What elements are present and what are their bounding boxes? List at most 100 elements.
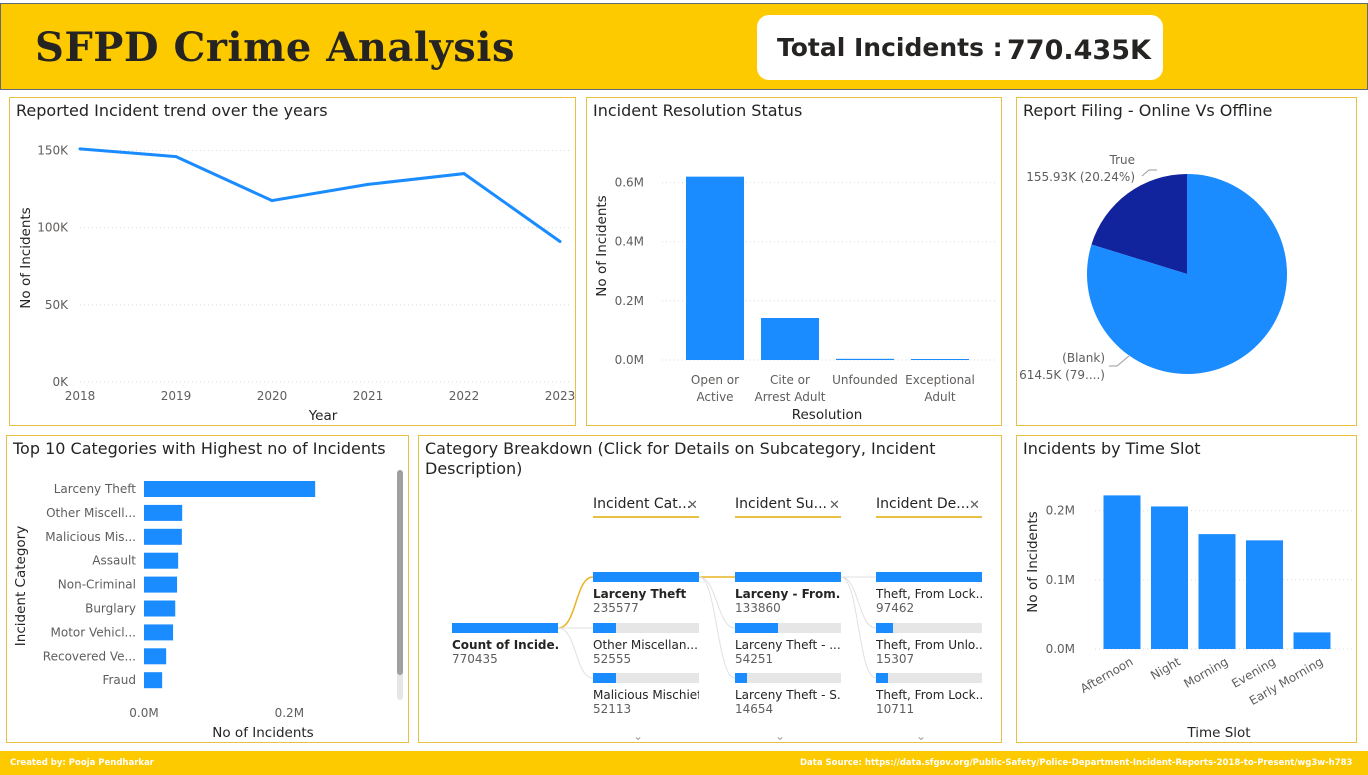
y-tick-label: Motor Vehicl... [51, 625, 136, 639]
top-categories-scrollbar[interactable] [397, 470, 403, 700]
decomposition-links [557, 576, 877, 679]
x-tick-label: 2019 [161, 389, 192, 403]
leader-line [1109, 355, 1130, 367]
resolution-chart[interactable]: 0.0M 0.2M 0.4M 0.6M Open or Active Cite or Arre… [587, 98, 1003, 427]
category-breakdown-panel[interactable]: Category Breakdown (Click for Details on… [418, 435, 1002, 743]
decomp-node-label: Larceny Theft [593, 587, 687, 601]
decomp-header-category[interactable]: Incident Cat... [593, 496, 699, 518]
x-tick-label: Exceptional [905, 373, 975, 387]
close-icon[interactable]: ✕ [829, 498, 840, 513]
trend-chart-title: Reported Incident trend over the years [16, 101, 328, 120]
bar [1103, 495, 1141, 649]
decomp-node[interactable]: Larceny - From... 133860 [735, 572, 841, 615]
x-tick-label: 2018 [65, 389, 96, 403]
decomp-node-value: 15307 [876, 652, 915, 666]
decomp-root-node[interactable]: Count of Incide... 770435 [452, 623, 558, 666]
decomp-node[interactable]: Larceny Theft 235577 [593, 572, 699, 615]
trend-point [366, 182, 370, 186]
close-icon[interactable]: ✕ [969, 498, 980, 513]
leader-line [1141, 169, 1157, 177]
decomp-header-description[interactable]: Incident De... [876, 496, 982, 518]
y-tick-label: Larceny Theft [54, 482, 137, 496]
decomp-node[interactable]: Larceny Theft - S... 14654 [735, 673, 841, 716]
bar [144, 624, 174, 641]
y-tick-label: 0.1M [1046, 573, 1075, 587]
x-tick-label: Unfounded [832, 373, 898, 387]
decomp-root-value: 770435 [452, 652, 498, 666]
decomp-node[interactable]: Malicious Mischief 52113 [593, 673, 699, 716]
decomp-node-value: 54251 [735, 652, 774, 666]
bar [836, 358, 894, 360]
y-tick-label: 0.4M [615, 235, 644, 249]
y-tick-label: Other Miscell... [46, 506, 136, 520]
bar [144, 552, 179, 569]
x-axis-title: No of Incidents [212, 725, 313, 741]
scrollbar-thumb[interactable] [397, 470, 403, 675]
trend-chart[interactable]: 0K 50K 100K 150K 2018 2019 2020 2021 2022 2023 Yea… [10, 98, 577, 427]
y-tick-label: 0K [52, 375, 69, 389]
top-categories-panel[interactable]: Top 10 Categories with Highest no of Inc… [6, 435, 409, 743]
bar [144, 576, 178, 593]
trend-point [558, 240, 562, 244]
category-breakdown-title: Category Breakdown (Click for Details on… [425, 439, 936, 478]
header-banner: SFPD Crime Analysis Total Incidents : 77… [0, 3, 1368, 90]
x-tick-label: 0.2M [275, 706, 304, 720]
decomp-node-value: 133860 [735, 601, 781, 615]
x-tick-label: Afternoon [1078, 654, 1136, 695]
bar [144, 504, 183, 521]
x-tick-label: Cite or [770, 373, 810, 387]
decomp-node-value: 52555 [593, 652, 632, 666]
bar [144, 648, 167, 665]
footer-source[interactable]: Data Source: https://data.sfgov.org/Publ… [800, 758, 1353, 768]
trend-chart-panel[interactable]: Reported Incident trend over the years 0… [9, 97, 576, 426]
decomp-node[interactable]: Other Miscellan... 52555 [593, 623, 699, 666]
y-tick-label: 100K [37, 221, 69, 235]
decomp-node-label: Larceny Theft - ... [735, 638, 841, 652]
bar [686, 176, 744, 360]
bar [144, 672, 163, 689]
chevron-down-icon[interactable]: ⌄ [633, 729, 644, 743]
x-tick-label: 2021 [353, 389, 384, 403]
x-tick-label: 2022 [449, 389, 480, 403]
y-axis-title: No of Incidents [594, 195, 610, 296]
total-incidents-card: Total Incidents : 770.435K [757, 15, 1163, 80]
bar [911, 359, 969, 360]
x-axis-title: Year [308, 408, 338, 424]
y-tick-label: 50K [45, 298, 69, 312]
bar [1293, 632, 1331, 649]
x-axis-title: Resolution [792, 407, 863, 423]
filing-pie-chart[interactable]: True 155.93K (20.24%) (Blank) 614.5K (79...… [1017, 98, 1358, 427]
decomp-node[interactable]: Larceny Theft - ... 54251 [735, 623, 841, 666]
trend-line [79, 147, 561, 243]
decomp-node[interactable]: Theft, From Lock... 10711 [876, 673, 982, 716]
y-tick-label: 150K [37, 143, 69, 157]
y-tick-label: 0.2M [615, 294, 644, 308]
x-tick-label: Active [696, 390, 733, 404]
x-tick-label: Morning [1181, 654, 1230, 690]
close-icon[interactable]: ✕ [687, 498, 698, 513]
bar [1246, 540, 1283, 649]
filing-chart-panel[interactable]: Report Filing - Online Vs Offline True 15… [1016, 97, 1357, 426]
trend-point [270, 199, 274, 203]
decomp-node-label: Malicious Mischief [593, 688, 699, 702]
decomp-node[interactable]: Theft, From Unlo... 15307 [876, 623, 982, 666]
decomp-node-label: Other Miscellan... [593, 638, 698, 652]
chevron-down-icon[interactable]: ⌄ [775, 729, 786, 743]
decomp-node-label: Theft, From Unlo... [876, 638, 982, 652]
timeslot-chart-panel[interactable]: Incidents by Time Slot 0.0M 0.1M 0.2M After… [1016, 435, 1357, 743]
x-tick-label: Open or [691, 373, 739, 387]
resolution-chart-panel[interactable]: Incident Resolution Status 0.0M 0.2M 0.4M 0… [586, 97, 1002, 426]
y-tick-label: Non-Criminal [58, 578, 136, 592]
total-incidents-label: Total Incidents : [777, 33, 1003, 62]
decomp-header-subcategory[interactable]: Incident Su... [735, 496, 841, 518]
decomp-link [698, 576, 736, 679]
footer-credit: Created by: Pooja Pendharkar [10, 758, 154, 768]
y-tick-label: 0.6M [615, 176, 644, 190]
chevron-down-icon[interactable]: ⌄ [916, 729, 927, 743]
y-tick-label: Burglary [85, 602, 136, 616]
y-tick-label: 0.2M [1046, 504, 1075, 518]
top-categories-chart[interactable]: Larceny Theft Other Miscell... Malicious M… [7, 436, 410, 744]
x-tick-label: Night [1148, 654, 1183, 682]
decomp-node[interactable]: Theft, From Lock... 97462 [876, 572, 982, 615]
